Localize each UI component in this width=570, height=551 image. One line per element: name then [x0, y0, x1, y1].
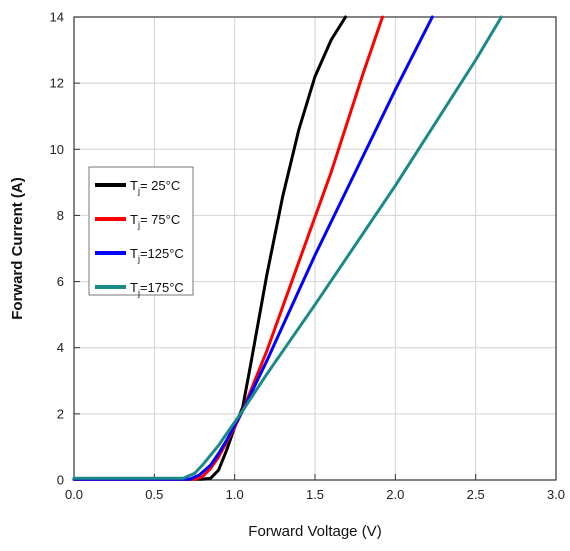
legend-label-subscript: j — [137, 220, 140, 230]
legend-label-rest: = 75°C — [140, 212, 180, 227]
legend-label-subscript: j — [137, 288, 140, 298]
legend-label-main: T — [130, 280, 138, 295]
legend-label-rest: =125°C — [140, 246, 184, 261]
x-tick-label: 1.0 — [226, 487, 244, 502]
x-tick-label: 0.0 — [65, 487, 83, 502]
legend-label-2: Tj= 75°C — [130, 212, 180, 230]
y-tick-label: 8 — [57, 208, 64, 223]
legend-label-main: T — [130, 246, 138, 261]
x-tick-label: 3.0 — [547, 487, 565, 502]
x-tick-label: 2.5 — [467, 487, 485, 502]
y-tick-label: 14 — [50, 10, 64, 25]
x-tick-label: 0.5 — [145, 487, 163, 502]
legend: Tj= 25°CTj= 75°CTj=125°CTj=175°C — [88, 166, 194, 298]
legend-label-1: Tj= 25°C — [130, 178, 180, 196]
x-axis-title: Forward Voltage (V) — [248, 523, 381, 540]
legend-label-subscript: j — [137, 186, 140, 196]
legend-label-4: Tj=175°C — [130, 280, 184, 298]
x-axis: 0.0 0.5 1.0 1.5 2.0 2.5 3.0 — [65, 474, 565, 502]
series-line-4 — [72, 15, 503, 480]
y-tick-label: 6 — [57, 274, 64, 289]
y-axis-title: Forward Current (A) — [9, 177, 26, 320]
y-tick-label: 2 — [57, 406, 64, 421]
legend-box — [88, 166, 194, 296]
y-axis: 0 2 4 6 8 10 12 14 — [50, 10, 80, 488]
legend-label-rest: =175°C — [140, 280, 184, 295]
legend-label-main: T — [130, 178, 138, 193]
legend-label-3: Tj=125°C — [130, 246, 184, 264]
y-tick-label: 4 — [57, 340, 64, 355]
legend-label-subscript: j — [137, 254, 140, 264]
y-tick-label: 0 — [57, 473, 64, 488]
y-tick-label: 12 — [50, 76, 64, 91]
x-tick-label: 1.5 — [306, 487, 324, 502]
series-line-3 — [72, 15, 434, 481]
legend-label-main: T — [130, 212, 138, 227]
y-tick-label: 10 — [50, 142, 64, 157]
x-tick-label: 2.0 — [386, 487, 404, 502]
series-layer — [72, 15, 503, 481]
legend-label-rest: = 25°C — [140, 178, 180, 193]
